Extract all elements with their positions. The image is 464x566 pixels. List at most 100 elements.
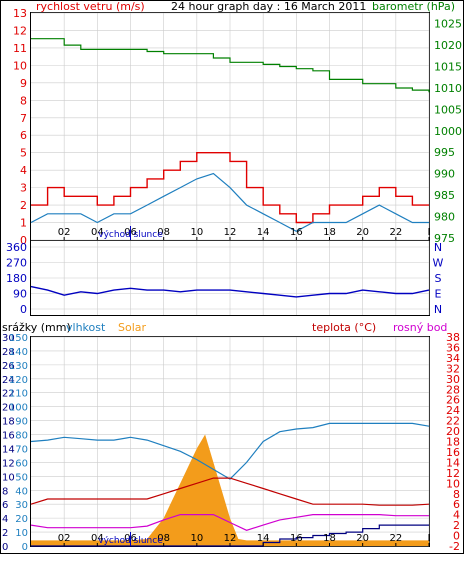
wind-xtick-label: 12 — [224, 227, 237, 238]
climate-xtick-label: 10 — [190, 533, 203, 544]
vlhkost-ytick-label: 40 — [15, 486, 28, 497]
teplota-ytick-label: 4 — [453, 509, 460, 522]
wind-speed-line — [31, 152, 429, 224]
srazky-ytick-label: 14 — [2, 444, 15, 455]
vlhkost-ytick-label: 80 — [15, 431, 28, 442]
baro-ytick-label: 985 — [434, 189, 455, 202]
vlhkost-ytick-label: 100 — [9, 403, 28, 414]
wind-xtick-label: 16 — [290, 227, 303, 238]
chart-title: 24 hour graph day : 16 March 2011 — [171, 0, 366, 13]
dir-ytick-label: 270 — [6, 257, 27, 270]
vlhkost-ytick-label: 10 — [15, 528, 28, 539]
teplota-ytick-label: 2 — [453, 519, 460, 532]
baro-ytick-label: 1015 — [434, 61, 462, 74]
rosny-bod-label: rosný bod — [393, 321, 447, 334]
series-layer — [30, 38, 430, 547]
temperature-line — [30, 477, 430, 506]
wind-ytick-label: 4 — [20, 164, 27, 177]
teplota-ytick-label: 8 — [453, 488, 460, 501]
teplota-ytick-label: 36 — [446, 341, 460, 354]
dir-ytick-label: 0 — [20, 303, 27, 316]
vlhkost-ytick-label: 70 — [15, 444, 28, 455]
teplota-ytick-label: 34 — [446, 352, 460, 365]
dir-compass-label: N — [434, 241, 442, 254]
baro-ytick-label: 1005 — [434, 103, 462, 116]
teplota-ytick-label: 38 — [446, 331, 460, 344]
wind-xtick-label: 10 — [190, 227, 203, 238]
dir-compass-label: N — [434, 303, 442, 316]
dir-ytick-label: 90 — [13, 288, 27, 301]
dewpoint-line — [30, 514, 429, 531]
sunrise-label-top: východ slunce — [98, 230, 163, 240]
baro-ytick-label: 980 — [434, 210, 455, 223]
wind-average-line — [30, 172, 429, 232]
baro-ytick-label: 1020 — [434, 39, 462, 52]
srazky-ytick-label: 24 — [2, 375, 15, 386]
vlhkost-ytick-label: 110 — [9, 389, 28, 400]
baro-ytick-label: 975 — [434, 232, 455, 245]
vlhkost-ytick-label: 140 — [9, 347, 28, 358]
srazky-ytick-label: 20 — [2, 403, 15, 414]
teplota-ytick-label: 26 — [446, 394, 460, 407]
vlhkost-ytick-label: 120 — [9, 375, 28, 386]
srazky-ytick-label: 16 — [2, 431, 15, 442]
srazky-ytick-label: 0 — [2, 542, 8, 553]
wind-xtick-label: 08 — [157, 227, 170, 238]
srazky-ytick-label: 8 — [2, 486, 8, 497]
srazky-ytick-label: 2 — [2, 528, 8, 539]
wind-ytick-label: 2 — [20, 199, 27, 212]
srazky-ytick-label: 30 — [2, 333, 15, 344]
wind-ytick-label: 1 — [20, 217, 27, 230]
teplota-ytick-label: 10 — [446, 477, 460, 490]
climate-xtick-label: 08 — [157, 533, 170, 544]
wind-ytick-label: 5 — [20, 147, 27, 160]
climate-xtick-label: 18 — [323, 533, 336, 544]
srazky-ytick-label: 6 — [2, 500, 8, 511]
humidity-line — [30, 422, 430, 480]
teplota-ytick-label: 14 — [446, 456, 460, 469]
srazky-ytick-label: 28 — [2, 347, 15, 358]
climate-xtick-label: 02 — [58, 533, 71, 544]
wind-ytick-label: 13 — [13, 7, 27, 20]
teplota-ytick-label: 0 — [453, 530, 460, 543]
teplota-ytick-label: 24 — [446, 404, 460, 417]
teplota-ytick-label: 6 — [453, 498, 460, 511]
barometer-line — [31, 38, 430, 93]
teplota-ytick-label: 20 — [446, 425, 460, 438]
teplota-label: teplota (°C) — [312, 321, 376, 334]
rain-line — [31, 524, 429, 547]
wind-xtick-label: 04 — [91, 227, 104, 238]
dir-compass-label: E — [435, 288, 442, 301]
baro-ytick-label: 1010 — [434, 82, 462, 95]
vlhkost-label: vlhkost — [66, 321, 106, 334]
teplota-ytick-label: 22 — [446, 415, 460, 428]
baro-ytick-label: 1000 — [434, 125, 462, 138]
srazky-ytick-label: 4 — [2, 514, 8, 525]
wind-direction-line — [30, 285, 430, 298]
srazky-label: srážky (mm) — [2, 321, 71, 334]
dir-ytick-label: 360 — [6, 241, 27, 254]
wind-ytick-label: 12 — [13, 24, 27, 37]
baro-ytick-label: 995 — [434, 146, 455, 159]
teplota-ytick-label: 28 — [446, 383, 460, 396]
srazky-ytick-label: 12 — [2, 458, 15, 469]
dir-compass-label: W — [433, 257, 444, 270]
wind-ytick-label: 10 — [13, 59, 27, 72]
climate-xtick-label: I — [428, 533, 431, 544]
climate-xtick-label: 14 — [257, 533, 270, 544]
wind-ytick-label: 11 — [13, 42, 27, 55]
teplota-ytick-label: -2 — [449, 540, 460, 553]
baro-ytick-label: 990 — [434, 168, 455, 181]
left-axis-label: rychlost vetru (m/s) — [36, 0, 145, 13]
wind-ytick-label: 6 — [20, 129, 27, 142]
wind-xtick-label: 02 — [58, 227, 71, 238]
climate-xtick-label: 12 — [224, 533, 237, 544]
teplota-ytick-label: 32 — [446, 362, 460, 375]
teplota-ytick-label: 16 — [446, 446, 460, 459]
wind-xtick-label: 18 — [323, 227, 336, 238]
vlhkost-ytick-label: 20 — [15, 514, 28, 525]
wind-xtick-label: I — [428, 227, 431, 238]
wind-ytick-label: 9 — [20, 77, 27, 90]
dir-compass-label: S — [435, 272, 442, 285]
